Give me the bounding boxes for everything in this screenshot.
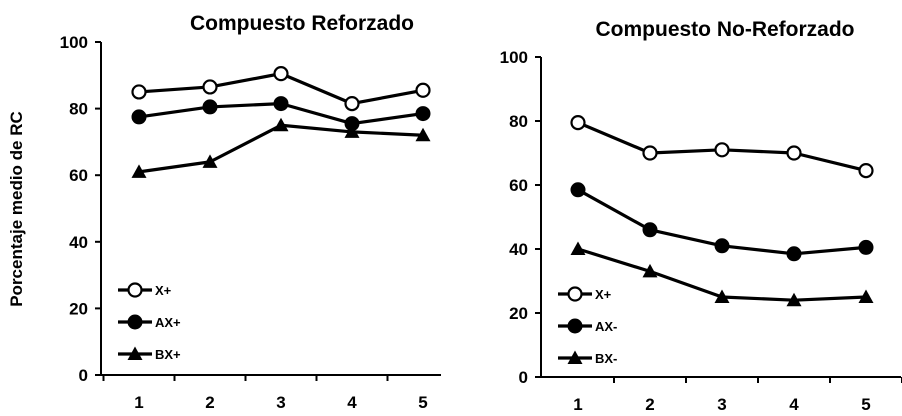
data-point <box>344 96 360 112</box>
data-point <box>202 79 218 95</box>
data-point <box>415 106 431 122</box>
data-point <box>273 117 289 132</box>
data-point <box>415 82 431 98</box>
y-tick-label: 80 <box>69 100 88 119</box>
y-tick-label: 100 <box>60 33 88 52</box>
x-tick-label: 4 <box>347 393 357 412</box>
data-point <box>202 99 218 115</box>
data-point <box>786 246 802 262</box>
y-tick-label: 80 <box>509 112 528 131</box>
legend-marker <box>127 282 143 298</box>
data-point <box>131 164 147 178</box>
data-point <box>786 145 802 161</box>
legend-label: AX- <box>595 319 617 334</box>
data-point <box>858 289 874 303</box>
y-tick-label: 0 <box>519 368 528 387</box>
data-point <box>570 241 586 255</box>
legend-label: X+ <box>155 283 172 298</box>
x-tick-label: 5 <box>861 395 870 414</box>
legend-label: AX+ <box>155 315 181 330</box>
y-axis-label: Porcentaje medio de RC <box>7 111 26 307</box>
x-tick-label: 3 <box>717 395 726 414</box>
chart-title: Compuesto No-Reforzado <box>596 18 855 41</box>
x-tick-label: 1 <box>573 395 582 414</box>
data-point <box>131 84 147 100</box>
chart-compuesto-no-reforzado: Compuesto No-Reforzado 0 20 40 60 80 100 1 2 3 4 5 X… <box>500 18 902 414</box>
y-tick-label: 60 <box>509 176 528 195</box>
x-tick-label: 5 <box>418 393 427 412</box>
legend-marker <box>127 346 143 360</box>
x-tick-label: 4 <box>789 395 799 414</box>
data-point <box>714 238 730 254</box>
x-tick-label: 1 <box>134 393 143 412</box>
x-tick-label: 2 <box>645 395 654 414</box>
legend-label: X+ <box>595 287 612 302</box>
data-point <box>344 124 360 138</box>
legend-marker <box>127 314 143 330</box>
y-tick-label: 40 <box>509 240 528 259</box>
data-point <box>642 263 658 278</box>
y-tick-label: 0 <box>79 366 88 385</box>
chart-title: Compuesto Reforzado <box>190 12 414 35</box>
data-point <box>714 142 730 158</box>
legend-marker <box>567 286 583 302</box>
legend-label: BX+ <box>155 347 181 362</box>
y-tick-label: 100 <box>500 48 528 67</box>
data-point <box>858 239 874 255</box>
legend-marker <box>567 350 583 364</box>
data-point <box>570 182 586 198</box>
data-point <box>714 289 730 303</box>
data-point <box>570 114 586 131</box>
chart-compuesto-reforzado: Compuesto Reforzado Porcentaje medio de R… <box>7 12 441 412</box>
y-tick-label: 20 <box>509 304 528 323</box>
legend-marker <box>567 318 583 334</box>
x-tick-label: 3 <box>276 393 285 412</box>
y-tick-label: 60 <box>69 166 88 185</box>
data-point <box>273 66 289 82</box>
data-point <box>642 222 658 238</box>
data-point <box>642 145 658 161</box>
data-point <box>202 154 218 168</box>
data-point <box>131 109 147 125</box>
legend-label: BX- <box>595 351 617 366</box>
data-point <box>415 127 431 142</box>
data-point <box>858 163 874 179</box>
series-line-bx <box>138 123 424 174</box>
x-tick-label: 2 <box>205 393 214 412</box>
data-point <box>273 96 289 112</box>
y-tick-label: 40 <box>69 233 88 252</box>
data-point <box>786 292 802 307</box>
y-tick-label: 20 <box>69 299 88 318</box>
